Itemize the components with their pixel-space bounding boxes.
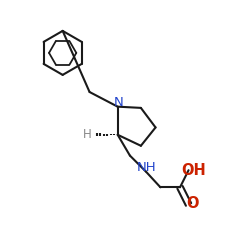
Text: H: H xyxy=(83,128,92,141)
Text: N: N xyxy=(113,96,123,109)
Text: O: O xyxy=(187,196,199,212)
Text: NH: NH xyxy=(137,160,157,173)
Text: OH: OH xyxy=(182,163,206,178)
